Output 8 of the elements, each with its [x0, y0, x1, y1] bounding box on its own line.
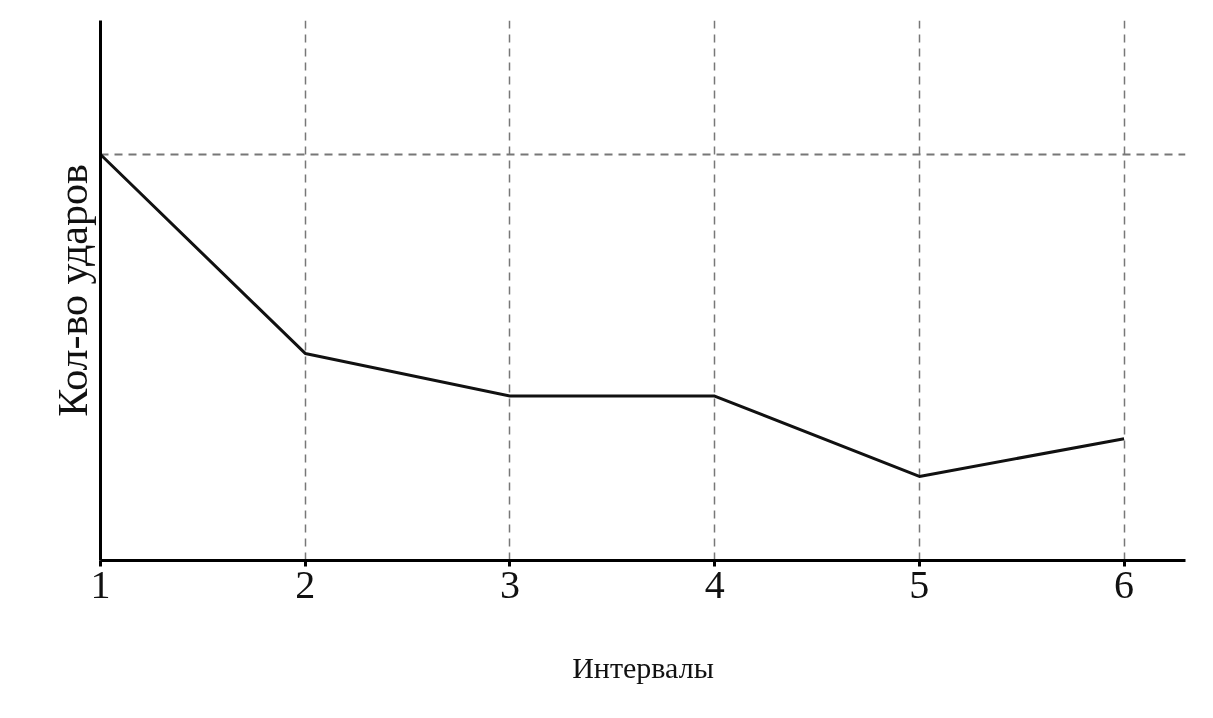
- x-tick-label: 1: [90, 561, 111, 607]
- x-tick-label: 3: [499, 561, 520, 607]
- x-tick-label: 6: [1114, 561, 1135, 607]
- x-axis-title: Интервалы: [572, 650, 714, 684]
- x-tick-label: 4: [704, 561, 725, 607]
- x-tick-label: 2: [295, 561, 316, 607]
- y-axis-title: Кол-во ударов: [49, 164, 96, 417]
- x-tick-label: 5: [909, 561, 930, 607]
